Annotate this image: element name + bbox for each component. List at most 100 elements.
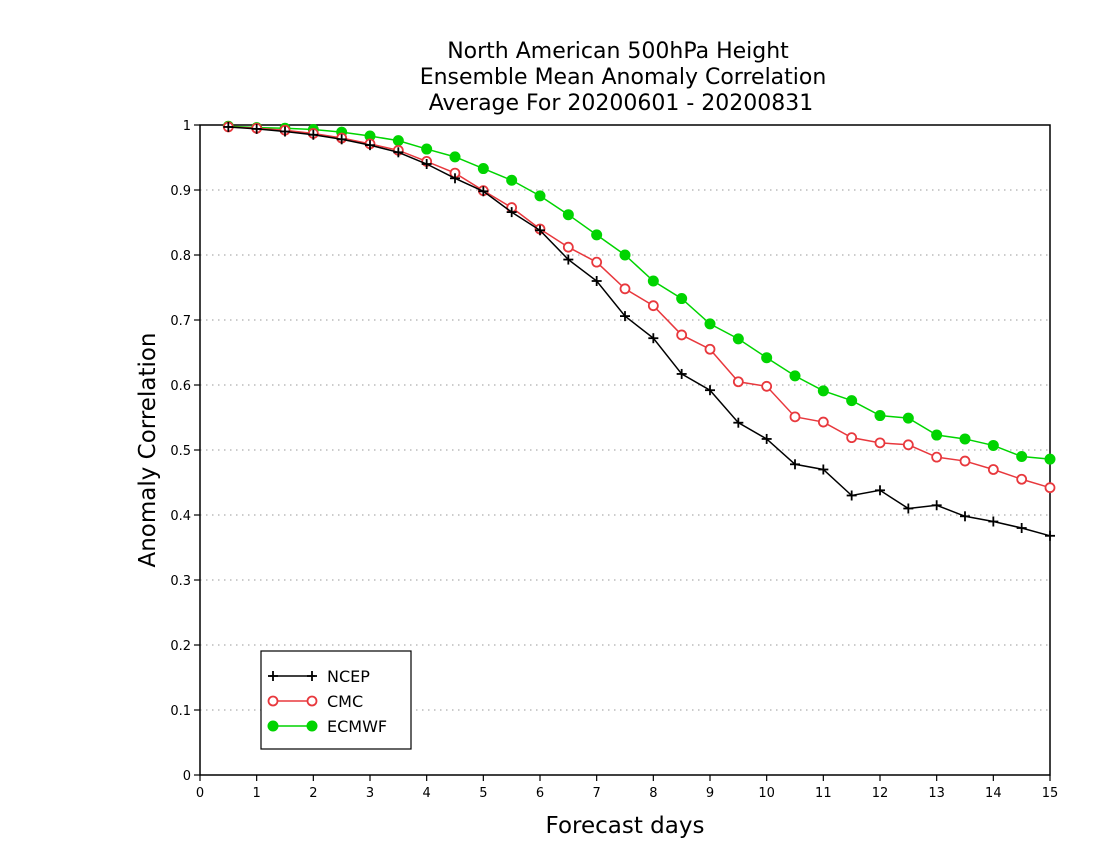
data-point-ncep — [733, 417, 744, 428]
data-point-ncep — [875, 485, 885, 496]
data-point-ecmwf — [506, 174, 518, 186]
x-tick-label: 14 — [985, 786, 1002, 801]
legend-item-cmc: CMC — [267, 692, 363, 711]
data-point-ncep — [506, 207, 517, 218]
x-tick-label: 12 — [872, 786, 889, 801]
data-point-cmc — [1044, 482, 1056, 494]
legend-item-ecmwf: ECMWF — [267, 717, 387, 736]
legend-marker-ecmwf — [267, 720, 279, 732]
data-point-cmc — [874, 437, 886, 449]
data-point-ncep — [591, 276, 602, 286]
data-point-ecmwf — [676, 293, 688, 305]
data-point-cmc — [987, 464, 999, 475]
data-point-cmc — [562, 241, 574, 253]
data-point-ncep — [223, 121, 234, 132]
y-axis-label: Anomaly Correlation — [135, 332, 161, 567]
x-axis-ticks: 0 1 2 3 4 5 6 7 8 9 10 11 12 13 14 15 — [196, 775, 1058, 801]
chart-title-line-1: North American 500hPa Height — [447, 39, 789, 64]
chart-title: North American 500hPa Height Ensemble Me… — [420, 39, 827, 116]
data-point-ncep — [251, 123, 262, 134]
x-tick-label: 10 — [758, 786, 775, 801]
data-point-ncep — [676, 368, 687, 379]
data-point-cmc — [959, 455, 971, 467]
x-axis-label: Forecast days — [546, 813, 705, 839]
data-point-ncep — [535, 225, 545, 236]
data-point-ecmwf — [959, 433, 971, 445]
data-point-ncep — [421, 159, 432, 169]
data-point-ncep — [846, 490, 857, 501]
x-tick-label: 2 — [309, 786, 317, 801]
data-point-ecmwf — [846, 395, 858, 407]
data-point-ecmwf — [761, 352, 773, 364]
x-tick-label: 6 — [536, 786, 544, 801]
data-point-ecmwf — [534, 190, 546, 202]
x-tick-label: 1 — [253, 786, 261, 801]
x-tick-label: 5 — [479, 786, 487, 801]
data-point-cmc — [846, 432, 858, 444]
data-point-cmc — [931, 451, 943, 463]
data-point-cmc — [619, 283, 631, 295]
data-point-ecmwf — [902, 412, 914, 424]
y-tick-label: 0.4 — [170, 509, 191, 524]
data-point-cmc — [1016, 473, 1028, 485]
data-point-ecmwf — [987, 439, 999, 451]
x-tick-label: 13 — [928, 786, 945, 801]
data-point-ncep — [563, 254, 574, 265]
data-point-ecmwf — [817, 385, 829, 397]
x-tick-label: 8 — [649, 786, 657, 801]
data-point-cmc — [704, 343, 716, 355]
y-tick-label: 0.9 — [170, 184, 191, 199]
data-point-cmc — [761, 380, 773, 392]
x-tick-label: 3 — [366, 786, 374, 801]
data-point-ncep — [931, 500, 942, 511]
data-point-ecmwf — [704, 318, 716, 330]
legend-marker-cmc — [306, 695, 318, 707]
legend-box — [260, 650, 412, 750]
data-point-ecmwf — [392, 135, 404, 147]
data-point-cmc — [817, 416, 829, 428]
data-point-ecmwf — [732, 333, 744, 345]
data-point-cmc — [591, 256, 603, 268]
x-tick-label: 11 — [815, 786, 832, 801]
data-point-cmc — [732, 376, 744, 388]
y-tick-label: 0.7 — [170, 314, 191, 329]
data-point-ncep — [790, 459, 800, 470]
data-point-cmc — [647, 300, 659, 312]
x-tick-label: 15 — [1042, 786, 1059, 801]
x-tick-label: 4 — [423, 786, 431, 801]
y-tick-label: 0 — [183, 769, 191, 784]
legend-marker-ncep — [268, 671, 278, 681]
chart-title-line-3: Average For 20200601 - 20200831 — [429, 91, 814, 116]
data-point-cmc — [902, 439, 914, 451]
data-point-ecmwf — [591, 229, 603, 241]
data-point-ncep — [308, 129, 319, 140]
y-tick-label: 0.3 — [170, 574, 191, 589]
data-point-ecmwf — [1044, 453, 1056, 465]
data-point-ncep — [478, 186, 489, 197]
y-tick-label: 0.1 — [170, 704, 191, 719]
legend-label-cmc: CMC — [327, 692, 363, 711]
data-point-ecmwf — [789, 370, 801, 382]
legend-marker-ecmwf — [306, 720, 318, 732]
y-tick-label: 1 — [183, 119, 191, 134]
legend-label-ncep: NCEP — [327, 667, 370, 686]
data-point-ncep — [705, 385, 715, 396]
data-point-ecmwf — [562, 209, 574, 221]
data-point-ecmwf — [1016, 451, 1028, 462]
data-point-ecmwf — [874, 410, 886, 422]
legend-item-ncep: NCEP — [268, 667, 370, 686]
data-point-ncep — [1045, 530, 1055, 541]
y-tick-label: 0.2 — [170, 639, 191, 654]
series-line-ecmwf — [228, 125, 1051, 460]
data-point-ncep — [761, 433, 772, 444]
data-point-ncep — [648, 333, 659, 344]
data-point-ncep — [988, 516, 999, 527]
data-point-ncep — [1016, 523, 1027, 533]
y-axis-ticks: 0 0.1 0.2 0.3 0.4 0.5 0.6 0.7 0.8 0.9 1 — [170, 119, 200, 784]
series-line-ncep — [228, 126, 1051, 537]
x-tick-label: 9 — [706, 786, 714, 801]
data-point-ecmwf — [449, 151, 461, 163]
data-point-cmc — [789, 411, 801, 423]
